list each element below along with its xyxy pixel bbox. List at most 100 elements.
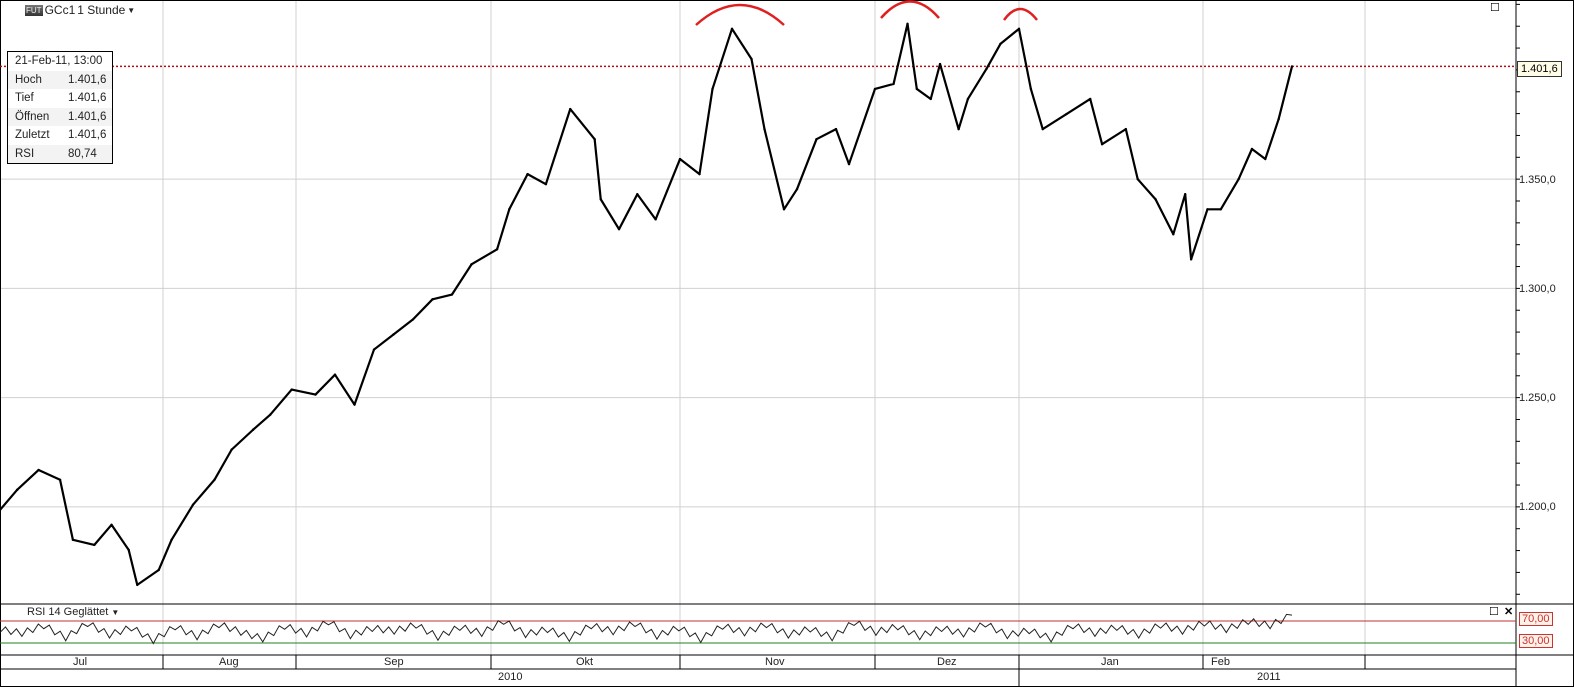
rsi-indicator-selector[interactable]: RSI 14 Geglättet ▼: [27, 606, 119, 618]
price-point: [71, 538, 75, 542]
price-point: [1136, 177, 1139, 181]
price-point: [508, 208, 511, 211]
price-point: [1124, 127, 1128, 131]
price-point: [1065, 112, 1068, 116]
price-point: [213, 478, 216, 481]
interval: 1 Stunde: [77, 3, 126, 17]
year-label: 2010: [498, 671, 523, 683]
info-row: RSI 80,74: [8, 144, 112, 163]
price-point: [1290, 65, 1294, 68]
price-point: [654, 218, 657, 221]
price-point: [698, 172, 701, 176]
price-point: [678, 157, 682, 161]
info-row: Tief 1.401,6: [8, 89, 112, 108]
rsi-maximize-button[interactable]: ☐: [1489, 606, 1499, 618]
y-tick-label: 1.200,0: [1519, 501, 1556, 513]
price-point: [593, 137, 596, 141]
price-point: [127, 548, 130, 552]
annotation-arc: [695, 3, 785, 26]
month-label: Jan: [1101, 656, 1119, 668]
price-point: [1237, 177, 1240, 181]
price-point: [191, 503, 195, 506]
price-point: [999, 42, 1002, 46]
price-point: [392, 333, 395, 336]
price-point: [431, 298, 434, 301]
price-point: [938, 62, 942, 66]
price-point: [1250, 147, 1254, 151]
rsi-close-button[interactable]: ✕: [1504, 606, 1514, 618]
price-point: [750, 57, 753, 61]
rsi-upper-label: 70,00: [1519, 612, 1553, 626]
symbol: GCc1: [44, 3, 76, 17]
price-point: [37, 468, 40, 472]
rsi-lower-label: 30,00: [1519, 634, 1553, 648]
price-point: [915, 87, 919, 91]
price-point: [730, 27, 734, 31]
price-point: [157, 568, 160, 572]
price-point: [353, 403, 356, 406]
price-point: [1172, 233, 1175, 236]
info-value: 1.401,6: [68, 129, 107, 141]
price-point: [873, 87, 877, 91]
price-point: [269, 413, 272, 416]
price-point: [834, 127, 838, 131]
price-point: [763, 127, 766, 131]
price-point: [230, 448, 233, 451]
year-label: 2011: [1257, 671, 1281, 683]
price-point: [1017, 27, 1021, 31]
info-value: 80,74: [68, 147, 97, 160]
maximize-button[interactable]: ☐: [1490, 2, 1500, 14]
month-label: Dez: [937, 656, 957, 668]
info-box: 21-Feb-11, 13:00 Hoch 1.401,6 Tief 1.401,6…: [7, 51, 113, 164]
annotation-arc: [880, 0, 940, 19]
price-point: [1041, 127, 1044, 131]
price-point: [58, 478, 62, 481]
info-value: 1.401,6: [68, 110, 107, 123]
y-tick-label: 1.250,0: [1519, 392, 1556, 404]
month-label: Jul: [73, 656, 88, 668]
rsi-series-line: [0, 613, 1293, 645]
price-point: [782, 208, 786, 211]
price-point: [1183, 193, 1187, 196]
price-point: [617, 227, 621, 231]
price-point: [110, 523, 113, 526]
info-row: Öffnen 1.401,6: [8, 107, 112, 126]
price-point: [966, 97, 970, 101]
rsi-title: RSI 14 Geglättet: [27, 606, 109, 618]
instrument-selector[interactable]: FUT GCc1 1 Stunde ▼: [25, 3, 135, 17]
info-label: Zuletzt: [15, 129, 50, 141]
month-label: Aug: [219, 656, 239, 668]
price-point: [526, 172, 529, 176]
info-label: Hoch: [15, 73, 42, 86]
month-label: Sep: [384, 656, 404, 668]
info-value: 1.401,6: [68, 92, 107, 104]
price-point: [170, 538, 173, 542]
price-point: [15, 488, 19, 492]
price-point: [93, 543, 96, 547]
month-label: Feb: [1211, 656, 1230, 668]
futures-badge: FUT: [25, 4, 43, 16]
dropdown-arrow-icon[interactable]: ▼: [127, 5, 136, 15]
price-point: [1206, 208, 1209, 211]
price-point: [333, 373, 337, 376]
info-date: 21-Feb-11, 13:00: [15, 55, 103, 67]
info-label: Tief: [15, 92, 34, 104]
price-point: [290, 388, 293, 391]
price-point: [636, 193, 639, 196]
price-point: [1219, 208, 1223, 211]
price-point: [1029, 87, 1033, 91]
price-point: [495, 248, 499, 251]
price-point: [795, 188, 799, 191]
info-label: RSI: [15, 147, 35, 160]
price-point: [314, 393, 317, 396]
price-point: [985, 67, 988, 71]
price-point: [411, 318, 415, 321]
price-point: [1264, 157, 1267, 161]
info-value: 1.401,6: [68, 73, 107, 86]
price-point: [1154, 198, 1157, 201]
dropdown-arrow-icon: ▼: [111, 608, 120, 617]
y-tick-label: 1.350,0: [1519, 174, 1556, 186]
